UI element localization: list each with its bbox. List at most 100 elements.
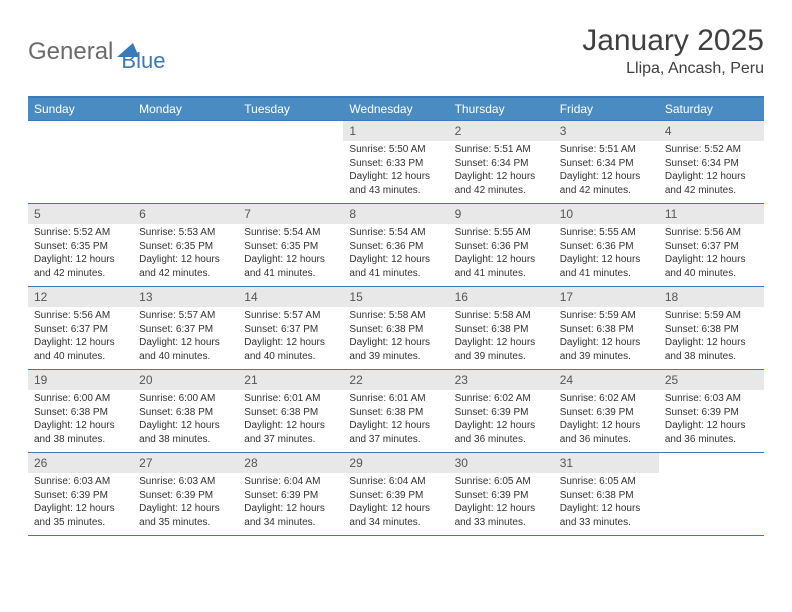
sunrise-line: Sunrise: 5:51 AM [455,143,548,157]
sunrise-line: Sunrise: 5:54 AM [349,226,442,240]
day-number: 3 [554,121,659,141]
day-number: 14 [238,287,343,307]
day-cell: 16Sunrise: 5:58 AMSunset: 6:38 PMDayligh… [449,287,554,369]
day-header: Thursday [449,98,554,120]
sunrise-line: Sunrise: 6:03 AM [665,392,758,406]
day-header: Tuesday [238,98,343,120]
day-number: 19 [28,370,133,390]
sunset-line: Sunset: 6:37 PM [665,240,758,254]
day-number: 22 [343,370,448,390]
daylight-line: Daylight: 12 hours and 42 minutes. [139,253,232,280]
day-body: Sunrise: 6:05 AMSunset: 6:39 PMDaylight:… [449,473,554,533]
sunrise-line: Sunrise: 6:04 AM [244,475,337,489]
day-cell: 10Sunrise: 5:55 AMSunset: 6:36 PMDayligh… [554,204,659,286]
day-body: Sunrise: 5:54 AMSunset: 6:36 PMDaylight:… [343,224,448,284]
daylight-line: Daylight: 12 hours and 41 minutes. [244,253,337,280]
sunrise-line: Sunrise: 6:03 AM [139,475,232,489]
day-cell: 27Sunrise: 6:03 AMSunset: 6:39 PMDayligh… [133,453,238,535]
sunrise-line: Sunrise: 5:55 AM [455,226,548,240]
sunrise-line: Sunrise: 5:56 AM [665,226,758,240]
day-body: Sunrise: 5:53 AMSunset: 6:35 PMDaylight:… [133,224,238,284]
day-number: 24 [554,370,659,390]
day-cell: 25Sunrise: 6:03 AMSunset: 6:39 PMDayligh… [659,370,764,452]
day-number: 2 [449,121,554,141]
week-row: 5Sunrise: 5:52 AMSunset: 6:35 PMDaylight… [28,203,764,286]
day-cell: 18Sunrise: 5:59 AMSunset: 6:38 PMDayligh… [659,287,764,369]
day-number: 17 [554,287,659,307]
day-cell [28,121,133,203]
sunrise-line: Sunrise: 6:05 AM [455,475,548,489]
daylight-line: Daylight: 12 hours and 33 minutes. [560,502,653,529]
daylight-line: Daylight: 12 hours and 42 minutes. [665,170,758,197]
daylight-line: Daylight: 12 hours and 41 minutes. [455,253,548,280]
sunrise-line: Sunrise: 6:04 AM [349,475,442,489]
daylight-line: Daylight: 12 hours and 43 minutes. [349,170,442,197]
day-body: Sunrise: 6:04 AMSunset: 6:39 PMDaylight:… [238,473,343,533]
sunrise-line: Sunrise: 5:53 AM [139,226,232,240]
sunset-line: Sunset: 6:36 PM [560,240,653,254]
sunrise-line: Sunrise: 5:52 AM [665,143,758,157]
day-body: Sunrise: 6:03 AMSunset: 6:39 PMDaylight:… [133,473,238,533]
month-title: January 2025 [582,24,764,58]
day-cell: 17Sunrise: 5:59 AMSunset: 6:38 PMDayligh… [554,287,659,369]
day-header: Wednesday [343,98,448,120]
day-number: 27 [133,453,238,473]
daylight-line: Daylight: 12 hours and 39 minutes. [349,336,442,363]
daylight-line: Daylight: 12 hours and 42 minutes. [455,170,548,197]
calendar-grid: SundayMondayTuesdayWednesdayThursdayFrid… [28,96,764,536]
day-number: 8 [343,204,448,224]
daylight-line: Daylight: 12 hours and 40 minutes. [34,336,127,363]
day-body: Sunrise: 5:57 AMSunset: 6:37 PMDaylight:… [133,307,238,367]
week-row: 1Sunrise: 5:50 AMSunset: 6:33 PMDaylight… [28,120,764,203]
sunrise-line: Sunrise: 5:50 AM [349,143,442,157]
sunset-line: Sunset: 6:38 PM [455,323,548,337]
sunrise-line: Sunrise: 5:51 AM [560,143,653,157]
day-header: Sunday [28,98,133,120]
day-body: Sunrise: 6:01 AMSunset: 6:38 PMDaylight:… [343,390,448,450]
day-cell [133,121,238,203]
sunset-line: Sunset: 6:35 PM [139,240,232,254]
daylight-line: Daylight: 12 hours and 36 minutes. [665,419,758,446]
daylight-line: Daylight: 12 hours and 35 minutes. [34,502,127,529]
day-cell: 11Sunrise: 5:56 AMSunset: 6:37 PMDayligh… [659,204,764,286]
day-body: Sunrise: 6:00 AMSunset: 6:38 PMDaylight:… [133,390,238,450]
sunset-line: Sunset: 6:37 PM [139,323,232,337]
sunset-line: Sunset: 6:35 PM [244,240,337,254]
day-number: 26 [28,453,133,473]
day-number: 4 [659,121,764,141]
day-cell: 15Sunrise: 5:58 AMSunset: 6:38 PMDayligh… [343,287,448,369]
day-cell: 30Sunrise: 6:05 AMSunset: 6:39 PMDayligh… [449,453,554,535]
day-body: Sunrise: 6:04 AMSunset: 6:39 PMDaylight:… [343,473,448,533]
sunset-line: Sunset: 6:39 PM [139,489,232,503]
day-body: Sunrise: 6:01 AMSunset: 6:38 PMDaylight:… [238,390,343,450]
week-row: 19Sunrise: 6:00 AMSunset: 6:38 PMDayligh… [28,369,764,452]
day-cell: 14Sunrise: 5:57 AMSunset: 6:37 PMDayligh… [238,287,343,369]
day-body: Sunrise: 5:56 AMSunset: 6:37 PMDaylight:… [28,307,133,367]
sunset-line: Sunset: 6:37 PM [244,323,337,337]
day-body: Sunrise: 5:58 AMSunset: 6:38 PMDaylight:… [343,307,448,367]
day-number [659,453,764,473]
sunset-line: Sunset: 6:35 PM [34,240,127,254]
day-body: Sunrise: 5:57 AMSunset: 6:37 PMDaylight:… [238,307,343,367]
day-body: Sunrise: 5:54 AMSunset: 6:35 PMDaylight:… [238,224,343,284]
sunset-line: Sunset: 6:34 PM [455,157,548,171]
sunset-line: Sunset: 6:39 PM [560,406,653,420]
logo-text-general: General [28,38,113,66]
day-cell: 19Sunrise: 6:00 AMSunset: 6:38 PMDayligh… [28,370,133,452]
sunrise-line: Sunrise: 5:58 AM [455,309,548,323]
day-cell: 9Sunrise: 5:55 AMSunset: 6:36 PMDaylight… [449,204,554,286]
day-number: 20 [133,370,238,390]
sunset-line: Sunset: 6:38 PM [349,406,442,420]
day-cell: 23Sunrise: 6:02 AMSunset: 6:39 PMDayligh… [449,370,554,452]
daylight-line: Daylight: 12 hours and 42 minutes. [34,253,127,280]
logo-text-blue: Blue [121,30,165,74]
day-number [238,121,343,141]
day-number [28,121,133,141]
day-body: Sunrise: 5:59 AMSunset: 6:38 PMDaylight:… [554,307,659,367]
day-body: Sunrise: 6:05 AMSunset: 6:38 PMDaylight:… [554,473,659,533]
day-number [133,121,238,141]
sunrise-line: Sunrise: 5:57 AM [244,309,337,323]
sunrise-line: Sunrise: 6:02 AM [455,392,548,406]
day-number: 9 [449,204,554,224]
day-cell: 21Sunrise: 6:01 AMSunset: 6:38 PMDayligh… [238,370,343,452]
